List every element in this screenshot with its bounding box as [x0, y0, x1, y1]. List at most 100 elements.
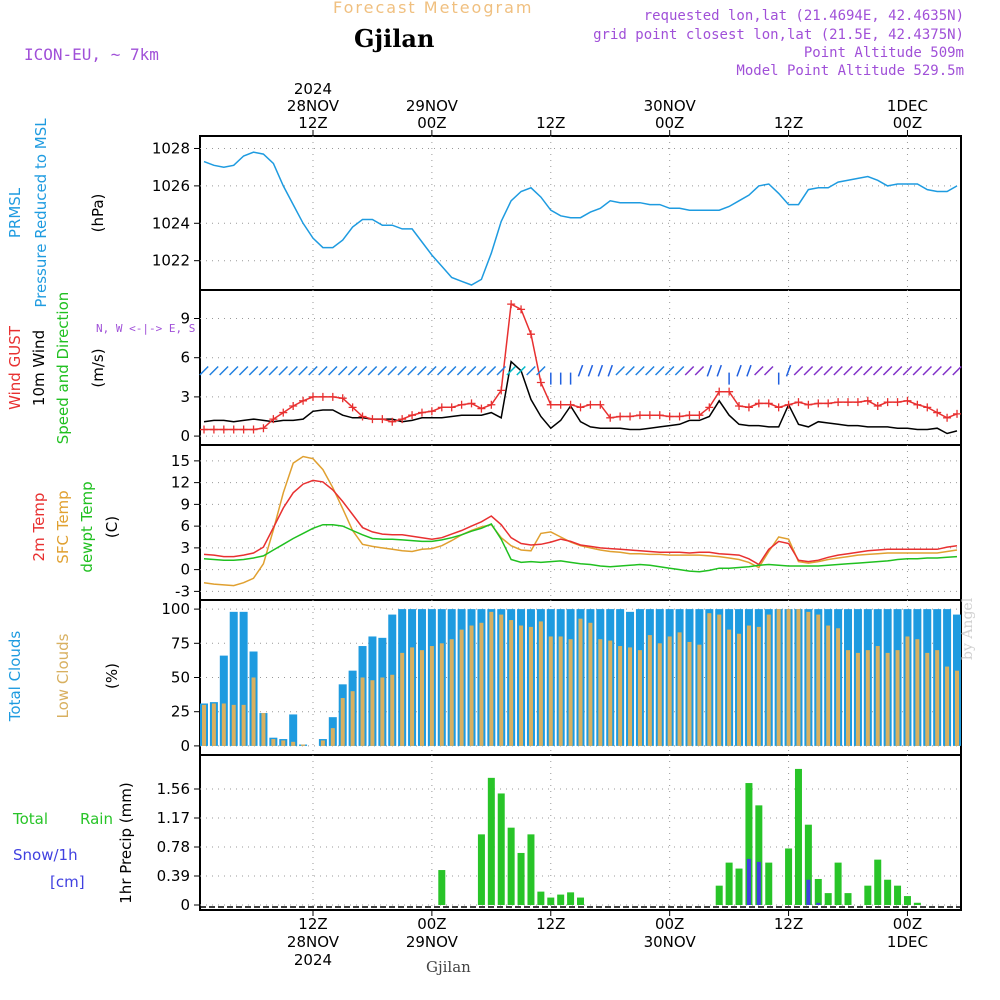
gust-marker	[388, 417, 397, 426]
gust-marker	[269, 415, 278, 424]
gust-marker	[903, 396, 912, 405]
rain-bar	[824, 893, 832, 905]
low-cloud-bar	[320, 740, 325, 746]
wind-direction-arrow	[288, 365, 298, 376]
low-cloud-bar	[350, 691, 355, 746]
top-time-label: 30NOV	[644, 97, 697, 115]
wind-direction-arrow	[476, 365, 487, 376]
top-time-label: 12Z	[536, 114, 565, 132]
wind-direction-arrow	[902, 365, 913, 376]
low-cloud-bar	[895, 650, 900, 746]
snow-bar	[746, 858, 751, 905]
gust-marker	[596, 400, 605, 409]
gust-marker	[299, 396, 308, 405]
t2m-line	[203, 479, 958, 566]
wind-direction-arrow	[754, 365, 764, 376]
gust-marker	[536, 378, 545, 387]
panel-frame	[199, 754, 962, 911]
y-tick-label: 1022	[152, 252, 190, 270]
gust-marker	[467, 399, 476, 408]
y-tick-label: 6	[180, 349, 190, 367]
gust-marker	[437, 403, 446, 412]
low-cloud-bar	[459, 629, 464, 746]
low-cloud-bar	[608, 640, 613, 746]
gust-marker	[844, 398, 853, 407]
low-cloud-bar	[291, 741, 296, 746]
low-cloud-bar	[628, 647, 633, 746]
gust-marker	[774, 403, 783, 412]
bottom-time-label: 12Z	[298, 915, 327, 933]
gust-marker	[655, 411, 664, 420]
low-cloud-bar	[281, 740, 286, 746]
wind-direction-arrow	[872, 365, 883, 376]
wind-direction-arrow	[607, 364, 614, 377]
rain-bar	[725, 862, 733, 905]
watermark-title: Forecast Meteogram	[333, 0, 534, 17]
y-tick-label: 0	[180, 561, 190, 579]
wind-direction-arrow	[328, 365, 338, 376]
label-2m-temp: 2m Temp	[30, 493, 48, 562]
rain-bar	[884, 879, 892, 905]
y-tick-label: 9	[180, 495, 190, 513]
gust-marker	[398, 415, 407, 424]
gust-marker	[457, 400, 466, 409]
gust-marker	[735, 402, 744, 411]
y-tick-label: 15	[171, 452, 190, 470]
y-tick-label: 0.78	[157, 838, 190, 856]
low-cloud-bar	[776, 609, 781, 746]
wind-direction-arrow	[209, 365, 219, 376]
gridpoint-coords: grid point closest lon,lat (21.5E, 42.43…	[593, 27, 964, 43]
low-cloud-bar	[568, 639, 573, 746]
wind-direction-arrow	[228, 365, 239, 376]
gust-marker	[645, 411, 654, 420]
rain-bar	[844, 893, 852, 905]
low-cloud-bar	[737, 633, 742, 746]
gust-marker	[318, 392, 327, 401]
low-cloud-bar	[677, 632, 682, 746]
gust-marker	[219, 425, 228, 434]
panel-frame	[199, 135, 962, 291]
bottom-time-label: 30NOV	[644, 933, 697, 951]
wind-direction-arrow	[536, 365, 546, 376]
gust-marker	[606, 413, 615, 422]
label-low-clouds: Low Clouds	[54, 633, 72, 718]
wind-direction-arrow	[952, 365, 962, 376]
bottom-time-label: 2024	[294, 951, 332, 969]
wind-direction-arrow	[892, 365, 903, 376]
gust-marker	[744, 403, 753, 412]
wind-direction-arrow	[516, 365, 526, 376]
point-altitude: Point Altitude 509m	[803, 45, 964, 61]
wind-direction-arrow	[625, 365, 635, 376]
wind-direction-arrow	[912, 365, 923, 376]
rain-bar	[755, 805, 763, 905]
wind-direction-arrow	[248, 365, 259, 376]
label-celsius: (C)	[103, 516, 121, 538]
gust-marker	[754, 399, 763, 408]
low-cloud-bar	[221, 703, 226, 746]
rain-bar	[735, 868, 743, 905]
low-cloud-bar	[687, 641, 692, 746]
y-tick-label: 75	[171, 634, 190, 652]
y-tick-label: 0	[180, 896, 190, 914]
gust-marker	[953, 409, 961, 418]
wind-direction-arrow	[942, 365, 952, 376]
wind-direction-arrow	[694, 365, 705, 376]
low-cloud-bar	[796, 609, 801, 746]
wind-direction-arrow	[843, 365, 853, 376]
wind-direction-arrow	[746, 364, 752, 377]
gust-marker	[200, 425, 208, 434]
bottom-time-label: 28NOV	[287, 933, 340, 951]
wind-direction-arrow	[357, 365, 368, 376]
gust-marker	[546, 400, 555, 409]
wind-direction-arrow	[278, 365, 289, 376]
top-time-label: 28NOV	[287, 97, 340, 115]
rain-bar	[517, 852, 525, 905]
wind-direction-arrow	[486, 365, 497, 376]
low-cloud-bar	[786, 609, 791, 746]
gust-marker	[368, 415, 377, 424]
gust-marker	[635, 411, 644, 420]
rain-bar	[547, 897, 555, 905]
wind-direction-arrow	[446, 365, 457, 376]
low-cloud-bar	[806, 611, 811, 746]
top-time-label: 00Z	[893, 114, 922, 132]
